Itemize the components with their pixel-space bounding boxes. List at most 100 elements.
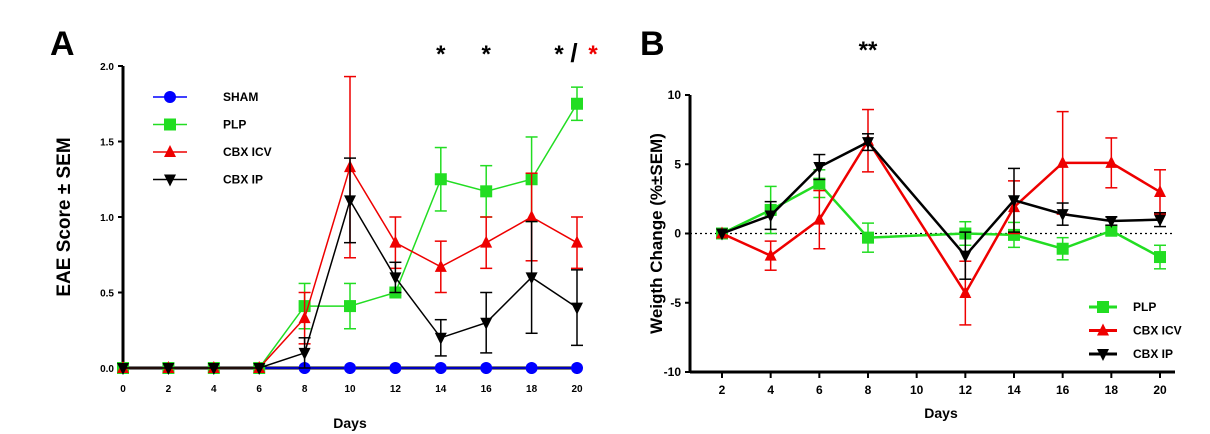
marker-square bbox=[571, 97, 583, 110]
marker-triangle-down bbox=[764, 210, 777, 223]
marker-square bbox=[1097, 301, 1109, 313]
series-cbx-icv bbox=[716, 108, 1166, 326]
marker-triangle-down bbox=[1056, 209, 1069, 222]
x-tick-label: 10 bbox=[910, 383, 924, 397]
panel-label: A bbox=[50, 25, 75, 63]
y-tick-label: 0 bbox=[674, 227, 681, 241]
marker-triangle-down bbox=[207, 363, 220, 375]
marker-triangle-down bbox=[1008, 195, 1020, 208]
legend-label: PLP bbox=[1133, 300, 1156, 314]
x-tick-label: 2 bbox=[719, 383, 726, 397]
x-axis-label: Days bbox=[333, 415, 367, 431]
marker-square bbox=[480, 185, 493, 198]
x-tick-label: 0 bbox=[120, 384, 126, 395]
legend-label: CBX ICV bbox=[1133, 324, 1182, 338]
marker-circle bbox=[389, 362, 402, 374]
marker-circle bbox=[344, 362, 356, 374]
significance-marker: ** bbox=[859, 37, 878, 64]
x-tick-label: 12 bbox=[390, 384, 402, 395]
x-tick-label: 4 bbox=[211, 384, 217, 395]
legend-label: PLP bbox=[223, 118, 246, 132]
x-tick-label: 20 bbox=[571, 384, 583, 395]
marker-triangle-up bbox=[434, 259, 447, 272]
marker-square bbox=[164, 118, 176, 131]
x-tick-label: 8 bbox=[302, 384, 308, 395]
x-tick-label: 18 bbox=[1105, 383, 1119, 397]
x-tick-label: 16 bbox=[481, 384, 493, 395]
marker-square bbox=[862, 231, 874, 244]
y-axis-label: Weigth Change (%±SEM) bbox=[647, 133, 666, 334]
legend-label: CBX IP bbox=[223, 173, 263, 187]
marker-triangle-down bbox=[480, 317, 493, 330]
x-tick-label: 4 bbox=[767, 383, 774, 397]
marker-square bbox=[813, 177, 826, 190]
y-tick-label: 2.0 bbox=[100, 62, 114, 73]
marker-triangle-up bbox=[1097, 323, 1109, 336]
marker-triangle-down bbox=[162, 363, 175, 375]
x-tick-label: 2 bbox=[166, 384, 172, 395]
panel-label: B bbox=[640, 25, 665, 63]
marker-circle bbox=[571, 362, 583, 374]
y-axis-label: EAE Score ± SEM bbox=[54, 137, 75, 296]
y-tick-label: 10 bbox=[668, 88, 682, 102]
legend-label: SHAM bbox=[223, 90, 258, 104]
legend bbox=[1089, 301, 1117, 361]
marker-triangle-up bbox=[1056, 155, 1069, 168]
significance-marker: / bbox=[570, 38, 577, 68]
marker-triangle-up bbox=[389, 235, 402, 248]
marker-square bbox=[434, 173, 447, 186]
y-tick-label: -10 bbox=[664, 365, 682, 379]
legend-label: CBX IP bbox=[1133, 347, 1173, 361]
marker-triangle-down bbox=[253, 363, 266, 375]
x-tick-label: 16 bbox=[1056, 383, 1070, 397]
marker-triangle-down bbox=[1105, 216, 1118, 229]
marker-triangle-down bbox=[716, 228, 728, 241]
marker-triangle-up bbox=[1105, 155, 1118, 168]
marker-triangle-down bbox=[813, 162, 826, 175]
x-tick-label: 14 bbox=[1007, 383, 1021, 397]
x-tick-label: 6 bbox=[256, 384, 262, 395]
marker-triangle-down bbox=[959, 250, 972, 263]
x-axis-label: Days bbox=[924, 405, 958, 421]
x-tick-label: 14 bbox=[435, 384, 447, 395]
y-tick-label: 0.0 bbox=[100, 364, 114, 375]
marker-triangle-down bbox=[525, 272, 538, 285]
marker-square bbox=[1154, 251, 1166, 264]
marker-triangle-up bbox=[1154, 184, 1166, 197]
marker-triangle-up bbox=[480, 235, 493, 248]
marker-circle bbox=[434, 362, 447, 374]
marker-circle bbox=[164, 91, 176, 103]
y-tick-label: -5 bbox=[670, 296, 681, 310]
marker-square bbox=[1056, 242, 1069, 255]
series-line bbox=[721, 140, 1161, 258]
marker-triangle-down bbox=[862, 137, 874, 150]
series-line bbox=[721, 138, 1161, 296]
marker-triangle-up bbox=[298, 311, 311, 324]
x-tick-label: 12 bbox=[959, 383, 973, 397]
marker-triangle-down bbox=[164, 174, 176, 187]
marker-triangle-down bbox=[117, 363, 129, 375]
y-tick-label: 1.5 bbox=[100, 138, 114, 149]
marker-triangle-down bbox=[389, 272, 402, 285]
marker-triangle-up bbox=[525, 210, 538, 222]
marker-triangle-up bbox=[959, 286, 972, 299]
marker-triangle-down bbox=[571, 302, 583, 315]
significance-marker: * bbox=[436, 41, 446, 68]
series-line bbox=[721, 182, 1161, 259]
marker-triangle-down bbox=[344, 195, 356, 208]
marker-circle bbox=[525, 362, 538, 374]
significance-marker: * bbox=[482, 41, 492, 68]
marker-triangle-down bbox=[434, 332, 447, 345]
x-tick-label: 6 bbox=[816, 383, 823, 397]
significance-marker: * bbox=[554, 41, 564, 68]
marker-triangle-up bbox=[164, 145, 176, 157]
significance-marker: * bbox=[588, 41, 598, 68]
x-tick-label: 18 bbox=[526, 384, 538, 395]
marker-triangle-up bbox=[813, 212, 826, 225]
marker-triangle-up bbox=[571, 235, 583, 248]
y-tick-label: 0.5 bbox=[100, 289, 114, 300]
x-tick-label: 8 bbox=[865, 383, 872, 397]
marker-circle bbox=[480, 362, 493, 374]
marker-triangle-down bbox=[1154, 214, 1166, 227]
